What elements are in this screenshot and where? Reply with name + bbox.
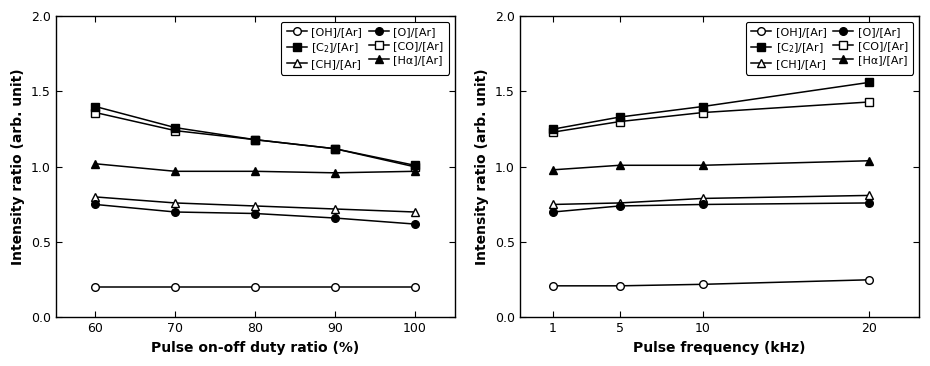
X-axis label: Pulse frequency (kHz): Pulse frequency (kHz) (633, 341, 805, 355)
Legend: [OH]/[Ar], [C$_2$]/[Ar], [CH]/[Ar], [O]/[Ar], [CO]/[Ar], [Hα]/[Ar]: [OH]/[Ar], [C$_2$]/[Ar], [CH]/[Ar], [O]/… (746, 22, 913, 75)
X-axis label: Pulse on-off duty ratio (%): Pulse on-off duty ratio (%) (151, 341, 359, 355)
Legend: [OH]/[Ar], [C$_2$]/[Ar], [CH]/[Ar], [O]/[Ar], [CO]/[Ar], [Hα]/[Ar]: [OH]/[Ar], [C$_2$]/[Ar], [CH]/[Ar], [O]/… (281, 22, 449, 75)
Y-axis label: Intensity ratio (arb. unit): Intensity ratio (arb. unit) (475, 68, 489, 265)
Y-axis label: Intensity ratio (arb. unit): Intensity ratio (arb. unit) (11, 68, 25, 265)
